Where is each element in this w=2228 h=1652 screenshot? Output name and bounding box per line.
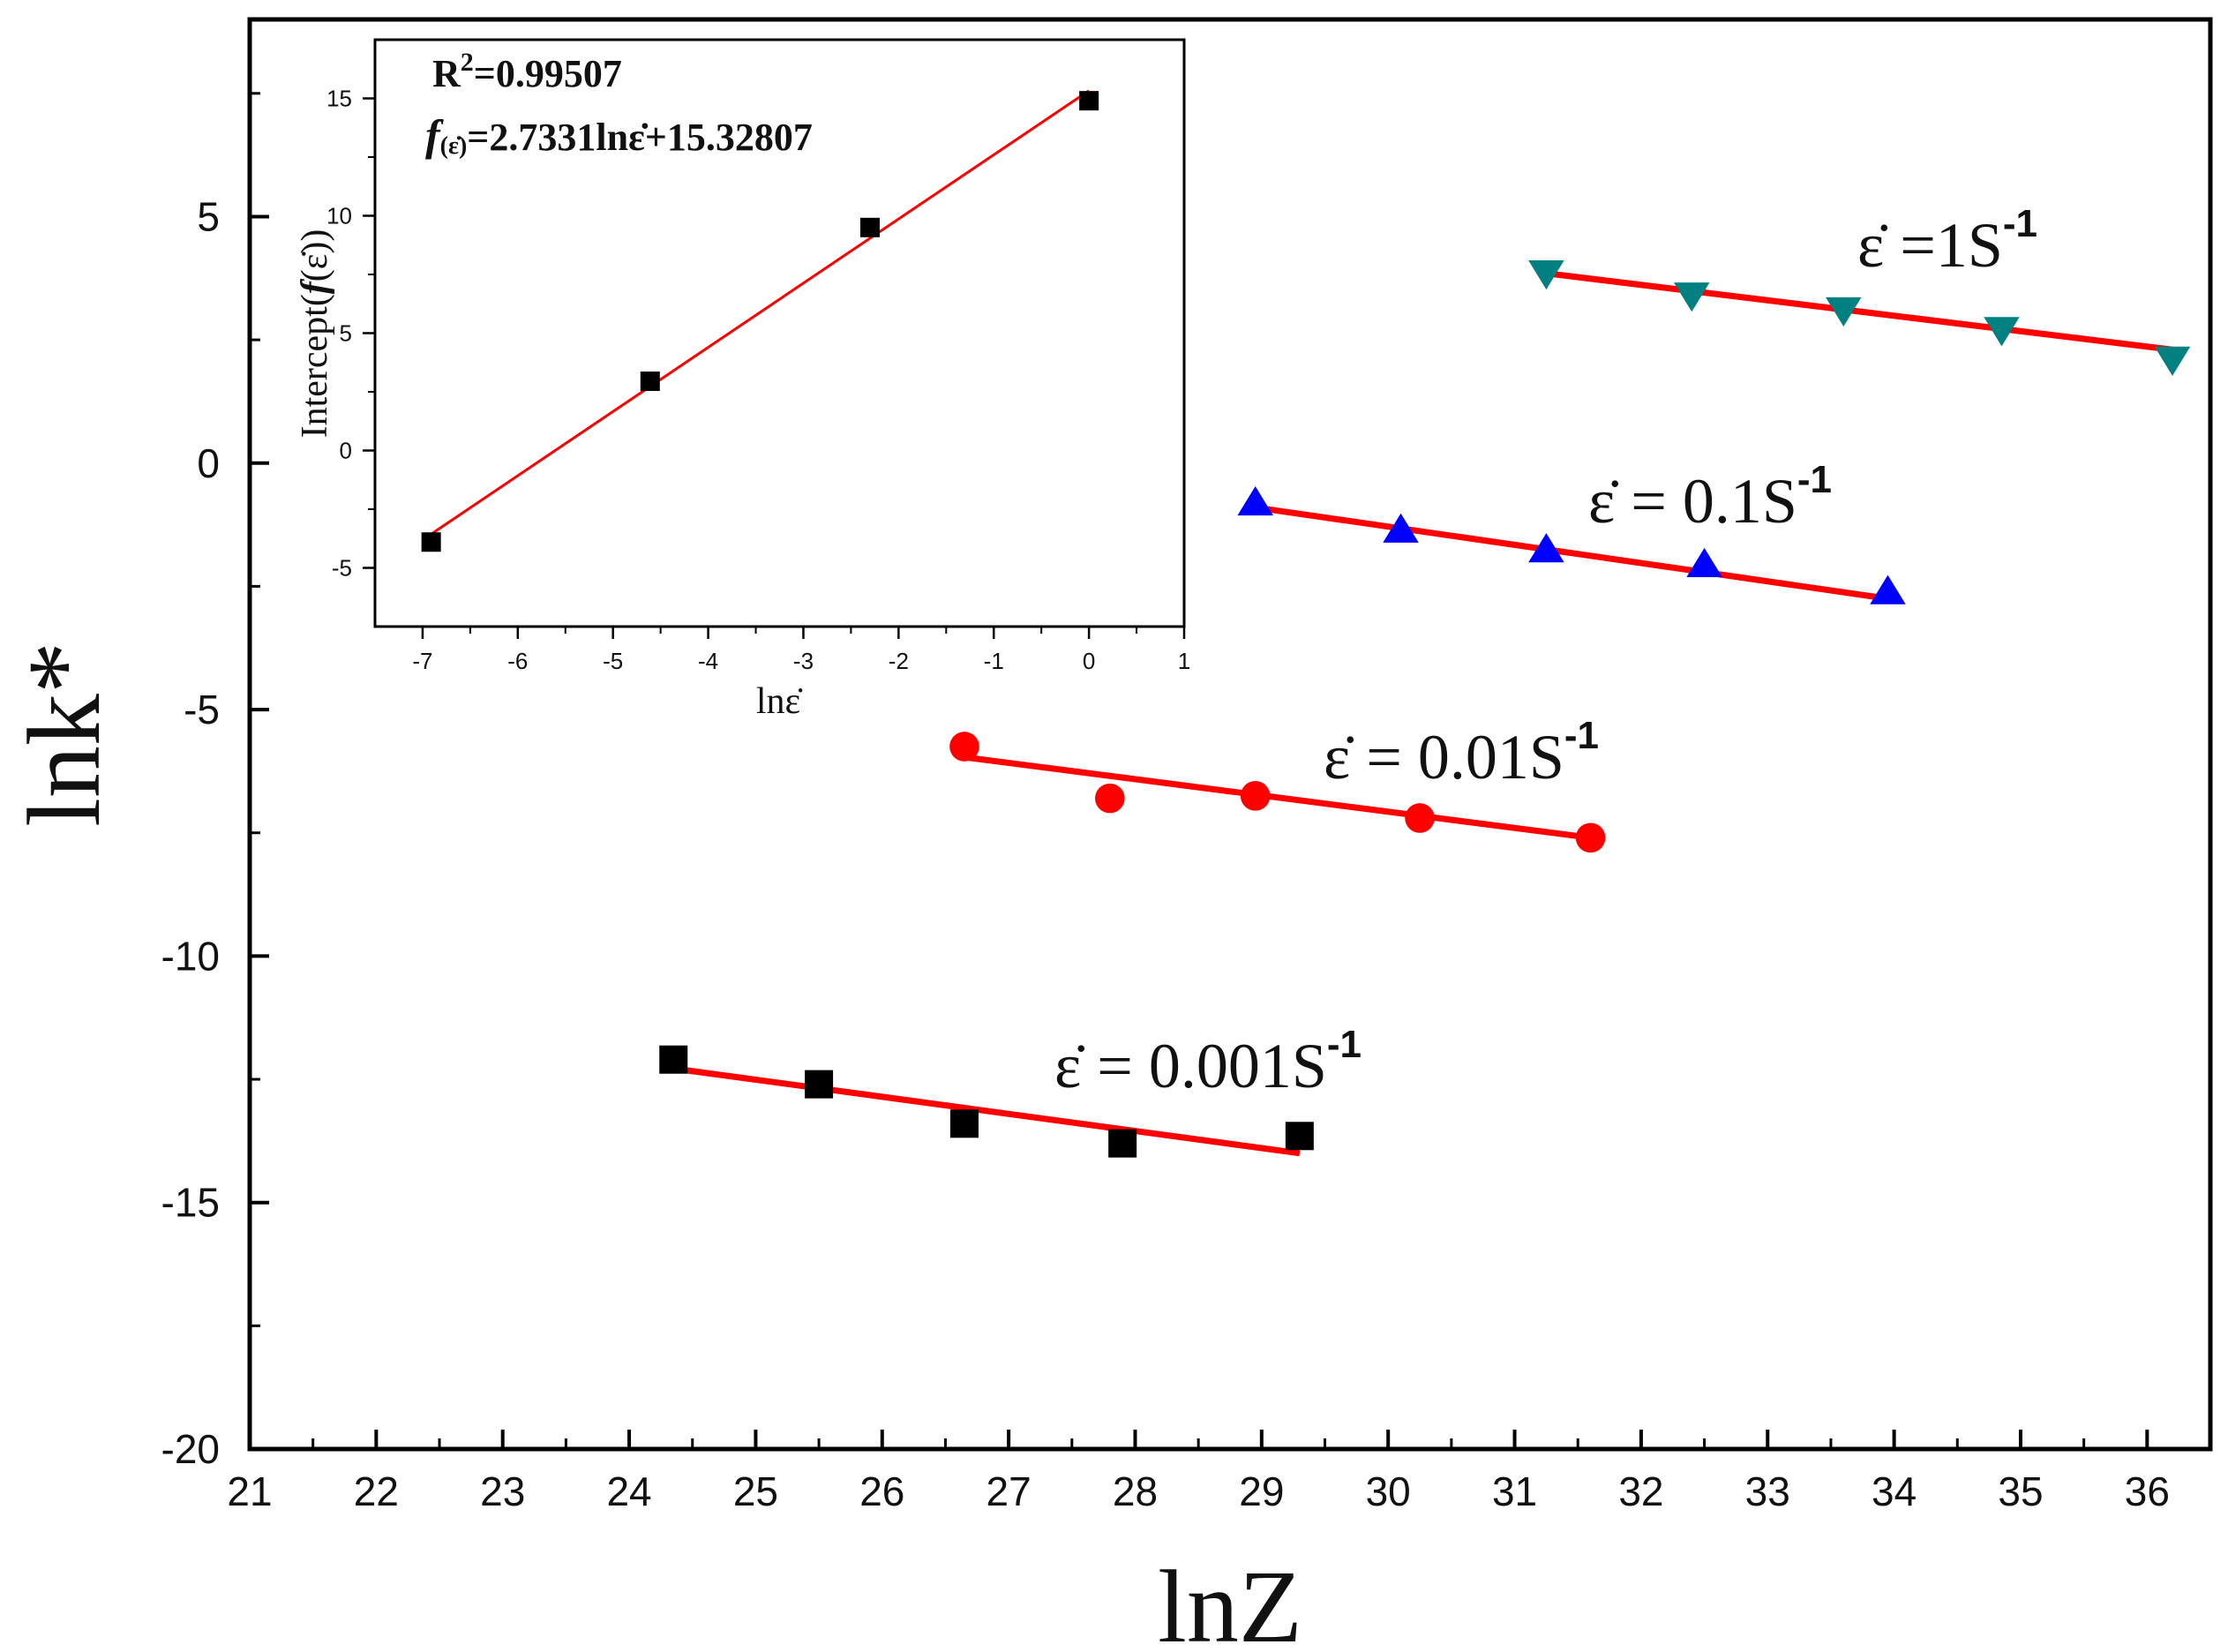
inset-plot-frame — [373, 38, 1186, 628]
x-tick-label: 32 — [1618, 1468, 1663, 1514]
data-point-series-2 — [1528, 533, 1564, 563]
data-point-series-2 — [1237, 486, 1273, 516]
inset-x-tick-label: 0 — [1083, 648, 1095, 674]
inset-plot-series — [421, 89, 1099, 552]
inset-y-tick-label: -5 — [332, 555, 352, 582]
data-point-series-0 — [1285, 1122, 1314, 1151]
data-point-series-2 — [1383, 513, 1419, 543]
data-point-series-3 — [1528, 259, 1564, 290]
inset-x-tick-label: -4 — [698, 648, 718, 674]
inset-r2-annotation: R2=0.99507 — [432, 48, 622, 95]
main-axis-ticks: 21 22 23 24 25 26 27 28 29 30 31 32 33 34 35 36-20-15-1… — [161, 92, 2170, 1514]
inset-equation-arg: (ε̇) — [440, 132, 468, 160]
x-tick-label: 36 — [2125, 1468, 2170, 1514]
data-point-series-3 — [1674, 282, 1710, 312]
inset-x-tick-label: -6 — [507, 648, 528, 674]
series-label-0-1-text: ε̇ = 0.1S — [1588, 466, 1797, 537]
inset-equation: f(ε̇)=2.7331lnε̇+15.32807 — [425, 110, 813, 160]
x-tick-label: 22 — [354, 1468, 399, 1514]
series-label-0-001-sup: -1 — [1327, 1023, 1362, 1066]
y-tick-label: -20 — [161, 1426, 220, 1472]
y-tick-label: 0 — [197, 440, 220, 486]
series-label-1-sup: -1 — [2003, 202, 2037, 245]
inset-data-point — [421, 532, 441, 552]
inset-x-tick-label: -2 — [889, 648, 909, 674]
inset-x-tick-label: -7 — [412, 648, 432, 674]
x-tick-label: 26 — [859, 1468, 904, 1514]
inset-y-tick-label: 15 — [326, 86, 352, 112]
inset-y-tick-label: 5 — [340, 320, 352, 347]
x-tick-label: 35 — [1998, 1468, 2043, 1514]
inset-x-tick-label: -1 — [984, 648, 1004, 674]
y-tick-label: -15 — [161, 1180, 220, 1226]
data-point-series-1 — [1575, 822, 1606, 853]
x-tick-label: 29 — [1239, 1468, 1284, 1514]
inset-data-point — [1079, 91, 1099, 111]
series-label-0-01: ε̇ = 0.01S-1 — [1324, 714, 1599, 792]
y-tick-label: 5 — [197, 193, 220, 239]
inset-x-tick-label: -3 — [793, 648, 814, 674]
x-tick-label: 24 — [606, 1468, 651, 1514]
main-plot-frame — [247, 17, 2213, 1452]
data-point-series-1 — [1405, 803, 1435, 833]
x-axis-title: lnZ — [1158, 1549, 1302, 1652]
inset-y-axis-title-prefix: Intercept( — [295, 294, 335, 438]
data-point-series-1 — [1095, 783, 1125, 814]
x-tick-label: 31 — [1492, 1468, 1537, 1514]
series-label-1-text: ε̇ =1S — [1857, 210, 2003, 281]
data-point-series-0 — [659, 1045, 688, 1074]
inset-y-axis-title-arg: (ε̇) — [295, 242, 335, 282]
inset-y-axis-title-f: f — [295, 278, 335, 294]
data-point-series-3 — [1984, 317, 2020, 347]
inset-axis-ticks: -7 -6 -5 -4 -3 -2 -1 0 1 -5 0 5 10 15 — [326, 86, 1190, 675]
series-label-1: ε̇ =1S-1 — [1857, 202, 2037, 281]
inset-y-tick-label: 10 — [326, 203, 352, 229]
x-tick-label: 33 — [1745, 1468, 1790, 1514]
series-label-0-001-text: ε̇ = 0.001S — [1054, 1031, 1327, 1101]
inset-r2-superscript: 2 — [461, 48, 474, 77]
inset-x-tick-label: 1 — [1178, 648, 1190, 674]
series-label-0-1-sup: -1 — [1797, 458, 1832, 501]
inset-y-axis-title-suffix: ) — [295, 229, 335, 242]
fit-line-series-0 — [679, 1066, 1301, 1157]
inset-equation-rest: =2.7331lnε̇+15.32807 — [467, 116, 813, 159]
data-point-series-2 — [1870, 574, 1906, 604]
inset-y-tick-label: 0 — [340, 438, 352, 464]
x-tick-label: 28 — [1113, 1468, 1158, 1514]
x-tick-label: 34 — [1872, 1468, 1917, 1514]
inset-data-point — [859, 217, 880, 237]
data-point-series-0 — [805, 1070, 834, 1099]
fit-line-series-1 — [957, 753, 1592, 841]
inset-y-axis-title: Intercept(f(ε̇)) — [295, 229, 335, 439]
series-label-0-001: ε̇ = 0.001S-1 — [1054, 1023, 1362, 1101]
data-point-series-1 — [1240, 781, 1271, 811]
y-tick-label: -10 — [161, 933, 220, 979]
x-tick-label: 27 — [986, 1468, 1031, 1514]
fit-line-series-2 — [1255, 504, 1888, 602]
inset-x-axis-title: lnε̇ — [756, 681, 803, 722]
x-tick-label: 30 — [1366, 1468, 1411, 1514]
inset-r2-value: =0.99507 — [474, 52, 622, 95]
fit-line-series-3 — [1545, 270, 2173, 353]
data-point-series-3 — [1826, 297, 1862, 327]
y-axis-title: lnk* — [6, 642, 122, 827]
series-label-0-01-sup: -1 — [1564, 714, 1599, 757]
inset-x-tick-label: -5 — [603, 648, 623, 674]
main-plot-series — [659, 259, 2191, 1158]
inset-equation-f: f — [425, 110, 444, 160]
x-tick-label: 23 — [480, 1468, 525, 1514]
data-point-series-2 — [1686, 547, 1722, 577]
data-point-series-0 — [1108, 1129, 1137, 1158]
y-tick-label: -5 — [184, 687, 220, 732]
data-point-series-0 — [949, 1109, 979, 1138]
x-tick-label: 25 — [733, 1468, 778, 1514]
x-tick-label: 21 — [227, 1468, 272, 1514]
data-point-series-1 — [949, 732, 979, 762]
data-point-series-3 — [2154, 346, 2191, 376]
inset-data-point — [640, 372, 660, 392]
inset-fit-line — [430, 89, 1090, 536]
inset-r2-label: R — [432, 52, 461, 95]
series-label-0-1: ε̇ = 0.1S-1 — [1588, 458, 1832, 537]
series-label-0-01-text: ε̇ = 0.01S — [1324, 722, 1564, 792]
